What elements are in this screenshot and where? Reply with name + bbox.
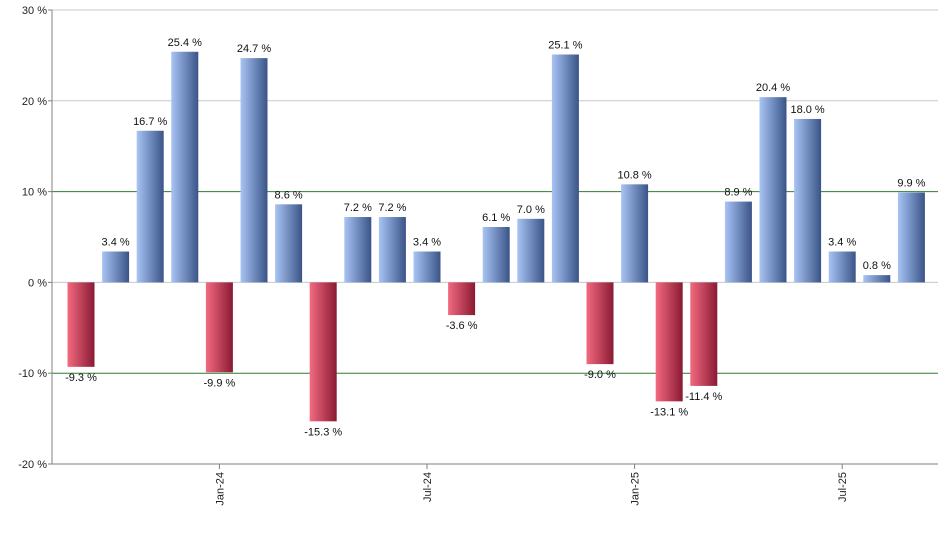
bar-value-label: -13.1 %	[650, 406, 688, 418]
y-tick-label: 20 %	[22, 96, 47, 108]
label-layer: -9.3 % 3.4 % 16.7 % 25.4 % -9.9 % 24.7 % 8.6 %…	[65, 37, 926, 439]
x-tick-label: Jan-24	[214, 472, 226, 506]
bar-value-label: 25.4 %	[168, 37, 202, 49]
bar	[794, 118, 822, 283]
bar-value-label: 8.6 %	[275, 189, 303, 201]
x-tick-label: Jan-25	[630, 472, 642, 506]
axis-layer: -20 % -10 % 0 % 10 % 20 % 30 % Jan-24 Jul-24 Jan…	[18, 5, 938, 506]
bar-value-label: 3.4 %	[828, 237, 856, 249]
bar-value-label: -9.3 %	[65, 372, 97, 384]
bar-value-label: 7.2 %	[344, 202, 372, 214]
bar	[378, 217, 406, 283]
y-tick-label: -10 %	[18, 368, 47, 380]
bar	[275, 204, 303, 283]
bar	[102, 251, 130, 283]
x-tick-label: Jul-24	[422, 472, 434, 502]
y-tick-label: 10 %	[22, 187, 47, 199]
bar-layer	[67, 51, 925, 422]
bar-value-label: 0.8 %	[863, 260, 891, 272]
bar	[828, 251, 856, 283]
bar	[205, 282, 233, 373]
bar-value-label: 8.9 %	[724, 187, 752, 199]
y-tick-label: 30 %	[22, 5, 47, 17]
bar	[551, 54, 579, 283]
bar	[344, 217, 372, 283]
y-tick-label: -20 %	[18, 459, 47, 471]
bar-value-label: 7.2 %	[378, 202, 406, 214]
bar	[655, 282, 683, 402]
bar-value-label: 6.1 %	[482, 212, 510, 224]
bar	[448, 282, 476, 316]
bar-value-label: 3.4 %	[413, 237, 441, 249]
bar	[136, 130, 164, 283]
bar-value-label: 25.1 %	[548, 39, 582, 51]
bar	[240, 58, 268, 283]
bar-value-label: 24.7 %	[237, 43, 271, 55]
bar	[171, 51, 199, 283]
bar-value-label: -3.6 %	[446, 320, 478, 332]
bar-value-label: 3.4 %	[102, 237, 130, 249]
bar-value-label: 7.0 %	[517, 204, 545, 216]
bar-value-label: -9.0 %	[584, 369, 616, 381]
bar-value-label: 16.7 %	[133, 116, 167, 128]
bar	[759, 97, 787, 283]
bar-value-label: 18.0 %	[790, 104, 824, 116]
bar-value-label: 20.4 %	[756, 82, 790, 94]
x-tick-label: Jul-25	[837, 472, 849, 502]
bar-value-label: 9.9 %	[897, 178, 925, 190]
y-tick-label: 0 %	[28, 277, 47, 289]
bar	[724, 201, 752, 283]
bar	[863, 275, 891, 283]
bar	[413, 251, 441, 283]
bar	[586, 282, 614, 365]
bar-value-label: -11.4 %	[685, 391, 722, 403]
bar-value-label: 10.8 %	[617, 169, 651, 181]
bar	[482, 227, 510, 283]
bar	[690, 282, 718, 386]
bar	[309, 282, 337, 422]
bar	[67, 282, 95, 367]
bar	[897, 192, 925, 283]
bar-value-label: -9.9 %	[204, 377, 236, 389]
bar	[517, 218, 545, 283]
bar	[621, 184, 649, 283]
bar-value-label: -15.3 %	[304, 426, 342, 438]
